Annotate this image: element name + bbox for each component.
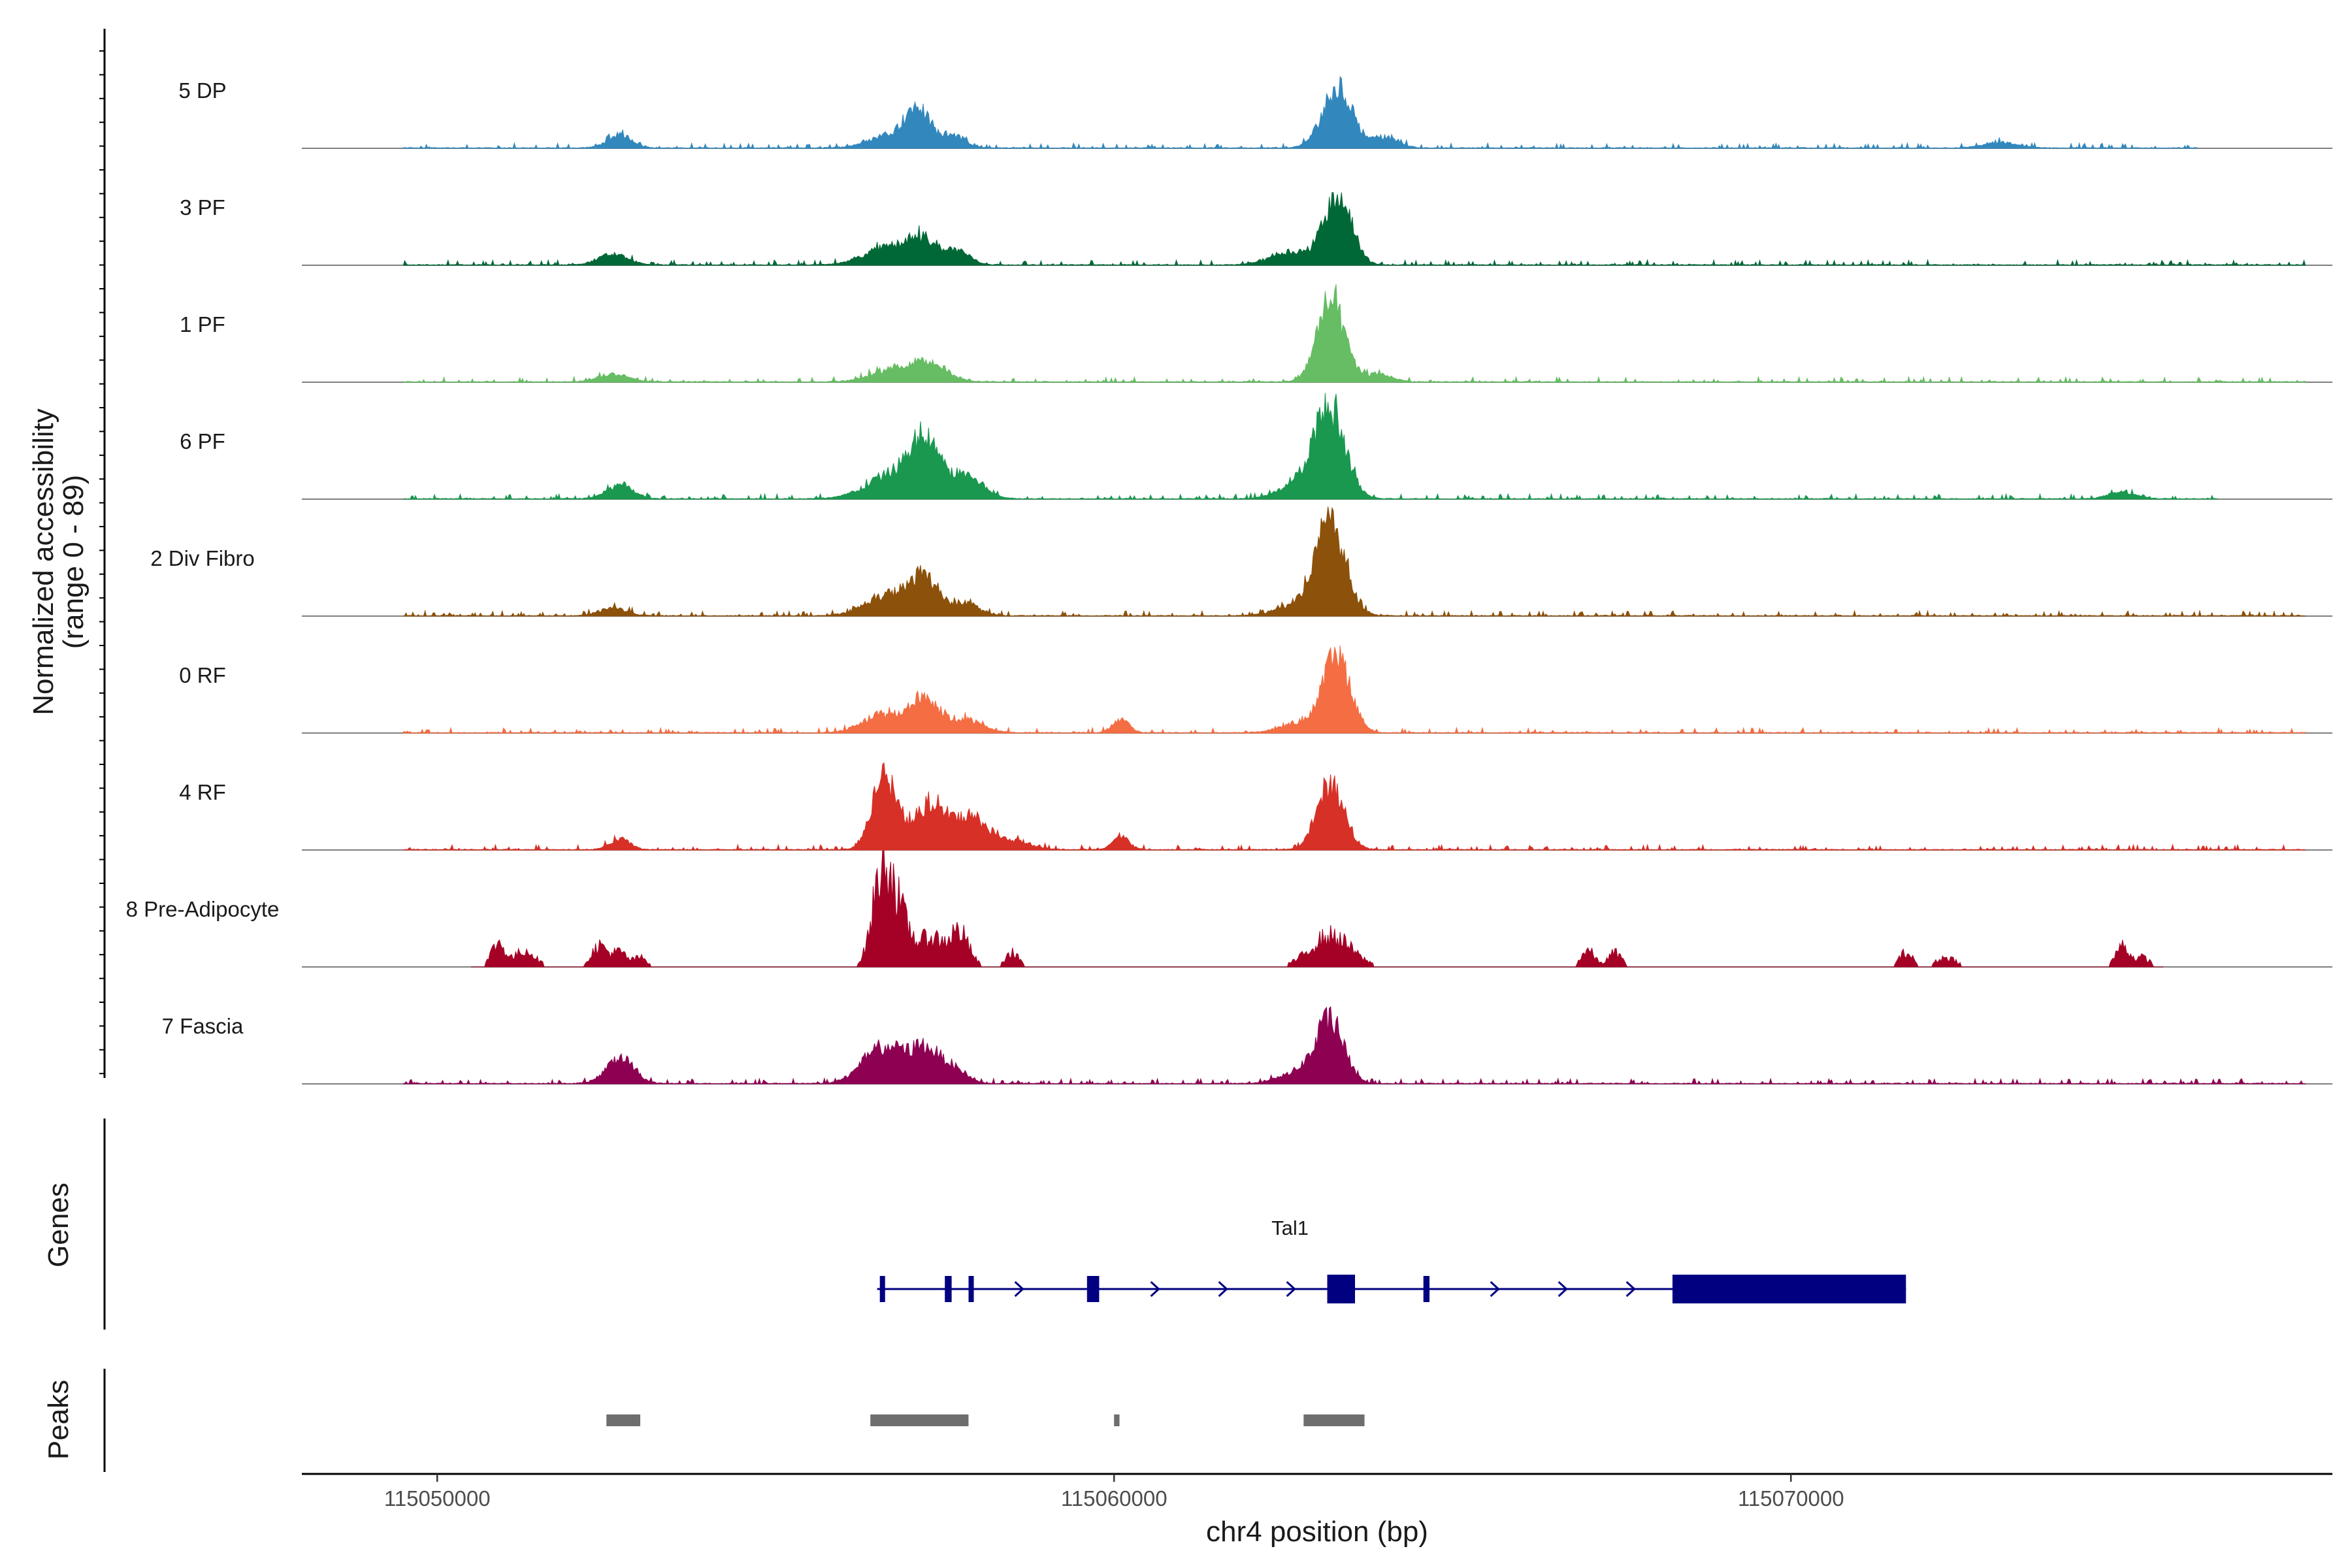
gene-exon [968, 1276, 974, 1302]
gene-model-tal1 [877, 1275, 1906, 1303]
coverage-area [402, 1005, 2306, 1085]
x-tick-label: 115050000 [384, 1486, 491, 1511]
track-7-fascia: 7 Fascia [162, 1005, 2332, 1085]
track-label: 6 PF [180, 429, 225, 453]
peak-region [1114, 1414, 1120, 1426]
strand-arrow [1150, 1281, 1160, 1298]
strand-arrow [1014, 1281, 1024, 1298]
x-tick-label: 115070000 [1738, 1486, 1844, 1511]
gene-exon [879, 1276, 885, 1302]
track-label: 1 PF [180, 312, 225, 336]
peak-regions [606, 1414, 1365, 1426]
gene-exon [1672, 1275, 1906, 1303]
gene-exon [1327, 1275, 1355, 1303]
track-4-rf: 4 RF [179, 762, 2332, 851]
coverage-area [402, 75, 2198, 150]
strand-arrow [1558, 1281, 1568, 1298]
genes-panel-title: Genes [42, 1183, 74, 1267]
track-label: 8 Pre-Adipocyte [126, 897, 280, 921]
strand-arrow [1625, 1281, 1636, 1298]
track-label: 4 RF [179, 780, 226, 804]
gene-name-label: Tal1 [1271, 1217, 1309, 1239]
track-label: 3 PF [180, 195, 225, 220]
coverage-area [471, 850, 2163, 968]
track-8-pre-adipocyte: 8 Pre-Adipocyte [126, 850, 2332, 968]
gene-exon [945, 1276, 952, 1302]
strand-arrow [1490, 1281, 1500, 1298]
accessibility-y-axis-range: (range 0 - 89) [57, 475, 90, 649]
coverage-area [403, 393, 2218, 500]
coverage-tracks: 5 DP 3 PF 1 PF 6 PF 2 Div Fibro 0 RF 4 RF 8 Pre… [126, 75, 2332, 1085]
track-5-dp: 5 DP [178, 75, 2332, 150]
x-axis-title: chr4 position (bp) [1206, 1516, 1428, 1548]
track-label: 0 RF [179, 663, 226, 687]
accessibility-y-axis-title: Normalized accessibility [27, 408, 59, 715]
track-2-div-fibro: 2 Div Fibro [150, 506, 2332, 617]
track-1-pf: 1 PF [180, 284, 2332, 384]
coverage-area [402, 506, 2306, 617]
track-0-rf: 0 RF [179, 645, 2332, 734]
track-3-pf: 3 PF [180, 192, 2332, 266]
x-tick-label: 115060000 [1061, 1486, 1168, 1511]
gene-exon [1423, 1276, 1429, 1302]
strand-arrow [1218, 1281, 1228, 1298]
peak-region [606, 1414, 640, 1426]
coverage-area [402, 192, 2306, 266]
gene-exon [1086, 1276, 1100, 1302]
peak-region [1303, 1414, 1365, 1426]
track-6-pf: 6 PF [180, 393, 2332, 500]
track-label: 7 Fascia [162, 1014, 244, 1038]
peaks-panel-title: Peaks [42, 1380, 74, 1460]
track-label: 5 DP [178, 78, 226, 103]
coverage-area [402, 762, 2306, 851]
x-axis-ticks: 115050000 115060000 115070000 [384, 1474, 1844, 1511]
coverage-area [402, 284, 2306, 384]
accessibility-y-ticks [99, 50, 105, 1075]
track-label: 2 Div Fibro [150, 546, 255, 570]
coverage-area [402, 645, 2306, 734]
peak-region [870, 1414, 969, 1426]
strand-arrow [1286, 1281, 1296, 1298]
